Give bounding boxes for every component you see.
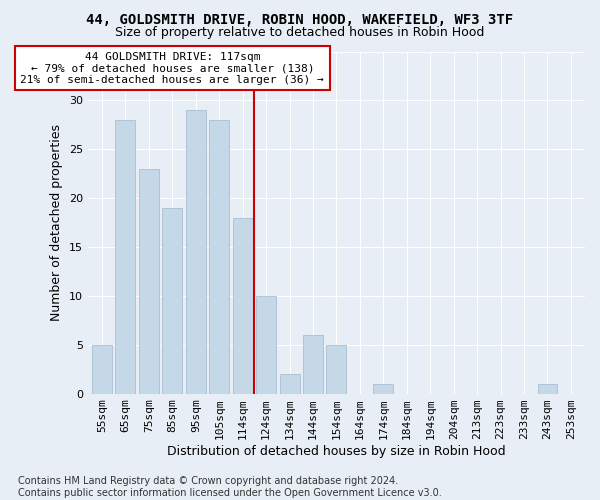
Bar bbox=[163, 208, 182, 394]
Bar bbox=[139, 169, 159, 394]
Bar bbox=[209, 120, 229, 394]
Y-axis label: Number of detached properties: Number of detached properties bbox=[50, 124, 64, 321]
Bar bbox=[233, 218, 253, 394]
Text: Contains HM Land Registry data © Crown copyright and database right 2024.
Contai: Contains HM Land Registry data © Crown c… bbox=[18, 476, 442, 498]
Bar bbox=[115, 120, 136, 394]
Bar bbox=[303, 335, 323, 394]
Bar bbox=[373, 384, 394, 394]
X-axis label: Distribution of detached houses by size in Robin Hood: Distribution of detached houses by size … bbox=[167, 444, 506, 458]
Bar bbox=[538, 384, 557, 394]
Bar bbox=[256, 296, 276, 394]
Text: Size of property relative to detached houses in Robin Hood: Size of property relative to detached ho… bbox=[115, 26, 485, 39]
Bar bbox=[326, 344, 346, 394]
Bar bbox=[92, 344, 112, 394]
Bar bbox=[280, 374, 299, 394]
Bar bbox=[186, 110, 206, 394]
Text: 44 GOLDSMITH DRIVE: 117sqm
← 79% of detached houses are smaller (138)
21% of sem: 44 GOLDSMITH DRIVE: 117sqm ← 79% of deta… bbox=[20, 52, 324, 84]
Text: 44, GOLDSMITH DRIVE, ROBIN HOOD, WAKEFIELD, WF3 3TF: 44, GOLDSMITH DRIVE, ROBIN HOOD, WAKEFIE… bbox=[86, 12, 514, 26]
